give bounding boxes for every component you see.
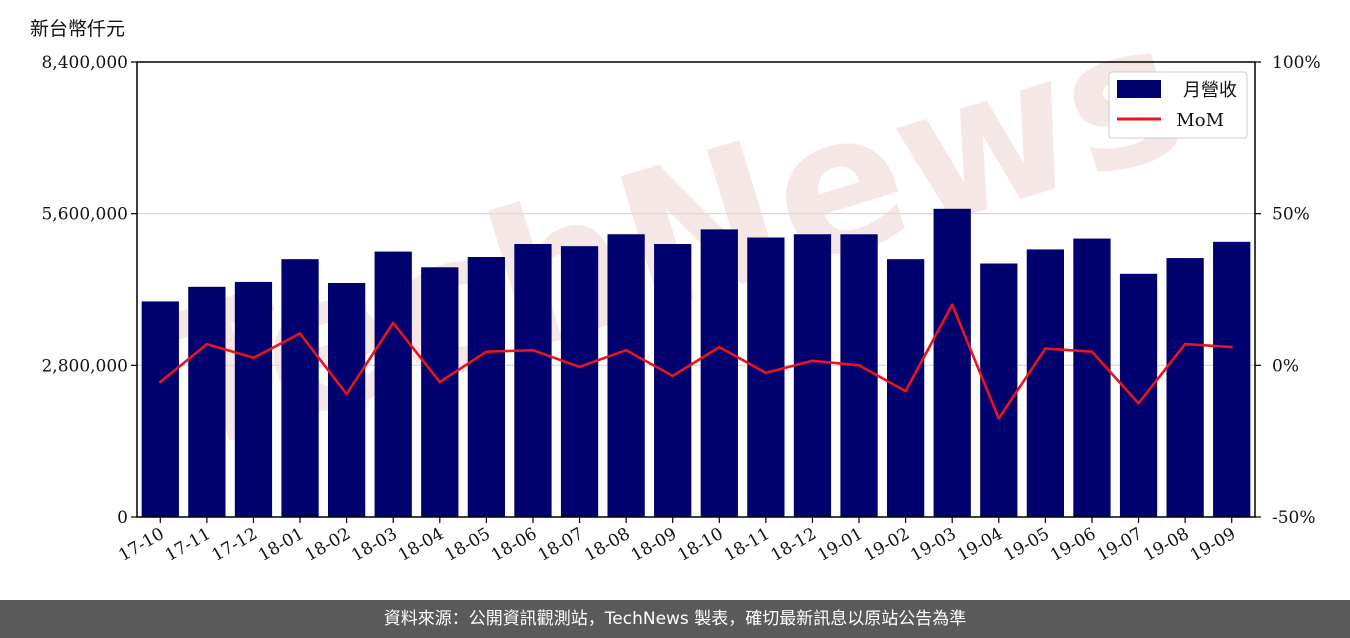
mom-point-19-09 xyxy=(1230,345,1234,349)
x-tick-label-18-10: 18-10 xyxy=(674,524,726,566)
mom-point-19-03 xyxy=(950,303,954,306)
x-tick-label-19-09: 19-09 xyxy=(1187,524,1239,566)
mom-point-18-12 xyxy=(811,359,814,363)
footer-source-note: 資料來源：公開資訊觀測站，TechNews 製表，確切最新訊息以原站公告為準 xyxy=(0,600,1350,638)
bar-19-02 xyxy=(886,259,925,517)
bar-18-09 xyxy=(654,244,692,517)
bar-18-10 xyxy=(700,229,738,517)
bar-18-07 xyxy=(560,246,599,517)
bar-18-08 xyxy=(607,234,645,517)
y2-tick-label: 100% xyxy=(1272,53,1321,73)
mom-point-19-07 xyxy=(1137,401,1140,405)
mom-point-18-04 xyxy=(438,380,442,384)
y2-tick-label: 50% xyxy=(1272,205,1310,225)
bar-19-03 xyxy=(933,208,971,517)
x-tick-label-18-07: 18-07 xyxy=(535,524,587,566)
bar-18-04 xyxy=(421,267,459,517)
mom-point-18-02 xyxy=(345,392,348,396)
x-tick-label-18-03: 18-03 xyxy=(348,524,400,566)
mom-point-19-06 xyxy=(1090,350,1094,353)
bar-19-01 xyxy=(840,234,878,517)
bar-19-09 xyxy=(1213,241,1251,518)
mom-point-17-12 xyxy=(252,356,255,360)
y2-tick-label: 0% xyxy=(1272,356,1299,376)
mom-point-17-11 xyxy=(205,342,209,346)
mom-point-18-01 xyxy=(298,332,302,335)
bar-18-05 xyxy=(467,257,506,517)
x-tick-label-18-04: 18-04 xyxy=(395,524,447,566)
x-tick-label-19-06: 19-06 xyxy=(1047,524,1099,566)
x-tick-label-18-01: 18-01 xyxy=(255,524,307,566)
bar-19-08 xyxy=(1166,258,1204,517)
x-tick-label-19-08: 19-08 xyxy=(1140,524,1192,566)
x-tick-label-19-04: 19-04 xyxy=(954,524,1006,566)
y-tick-label: 0 xyxy=(117,508,128,528)
x-tick-label-18-06: 18-06 xyxy=(488,524,540,566)
x-tick-label-17-12: 17-12 xyxy=(209,524,261,566)
mom-point-19-04 xyxy=(997,417,1001,420)
legend-swatch-bar xyxy=(1117,80,1161,98)
mom-point-17-10 xyxy=(158,380,162,384)
bar-17-12 xyxy=(234,281,273,517)
mom-point-19-05 xyxy=(1044,347,1047,350)
x-tick-label-17-11: 17-11 xyxy=(162,524,214,566)
y-tick-label: 8,400,000 xyxy=(41,53,128,73)
x-tick-label-18-11: 18-11 xyxy=(721,524,773,566)
y-tick-label: 2,800,000 xyxy=(41,356,128,376)
mom-point-19-08 xyxy=(1183,342,1187,346)
x-tick-label-17-10: 17-10 xyxy=(115,524,167,566)
legend-label-revenue: 月營收 xyxy=(1183,80,1237,101)
mom-point-19-01 xyxy=(857,364,861,367)
mom-point-18-07 xyxy=(578,365,581,369)
mom-point-18-06 xyxy=(531,348,535,352)
x-tick-label-19-05: 19-05 xyxy=(1000,524,1052,566)
x-tick-label-18-09: 18-09 xyxy=(628,524,680,566)
mom-point-18-10 xyxy=(717,345,721,349)
x-tick-label-18-12: 18-12 xyxy=(768,524,820,566)
mom-line xyxy=(159,303,1232,420)
chart-area: 新台幣仟元 TechNews02,800,0005,600,0008,400,0… xyxy=(30,0,1321,566)
bar-18-12 xyxy=(793,234,832,517)
mom-point-18-11 xyxy=(764,371,768,375)
bar-17-11 xyxy=(188,286,226,517)
mom-point-18-05 xyxy=(485,350,488,353)
bar-19-05 xyxy=(1026,249,1065,517)
y2-tick-label: -50% xyxy=(1272,508,1316,528)
x-tick-label-18-05: 18-05 xyxy=(441,524,493,566)
y-axis-unit-label: 新台幣仟元 xyxy=(30,18,126,40)
mom-point-18-08 xyxy=(624,348,628,352)
bar-18-11 xyxy=(747,237,785,517)
bar-18-06 xyxy=(514,244,552,517)
bar-18-01 xyxy=(281,259,319,517)
bar-18-02 xyxy=(327,283,366,517)
plot-frame xyxy=(136,61,1256,518)
x-tick-label-18-02: 18-02 xyxy=(302,524,354,566)
x-tick-label-19-03: 19-03 xyxy=(907,524,959,566)
legend-label-mom: MoM xyxy=(1176,110,1224,131)
mom-point-18-03 xyxy=(391,321,395,325)
bar-19-04 xyxy=(980,263,1018,517)
x-tick-label-19-07: 19-07 xyxy=(1094,524,1146,566)
y-tick-label: 5,600,000 xyxy=(41,205,128,225)
x-tick-label-18-08: 18-08 xyxy=(581,524,633,566)
x-tick-label-19-02: 19-02 xyxy=(861,524,913,566)
revenue-chart: TechNews02,800,0005,600,0008,400,000-50%… xyxy=(41,0,1321,566)
bar-18-03 xyxy=(374,251,412,518)
bar-17-10 xyxy=(141,301,179,517)
mom-point-19-02 xyxy=(904,389,907,393)
bar-19-07 xyxy=(1119,273,1158,517)
x-tick-label-19-01: 19-01 xyxy=(814,524,866,566)
mom-point-18-09 xyxy=(671,374,675,378)
bar-19-06 xyxy=(1073,238,1111,518)
